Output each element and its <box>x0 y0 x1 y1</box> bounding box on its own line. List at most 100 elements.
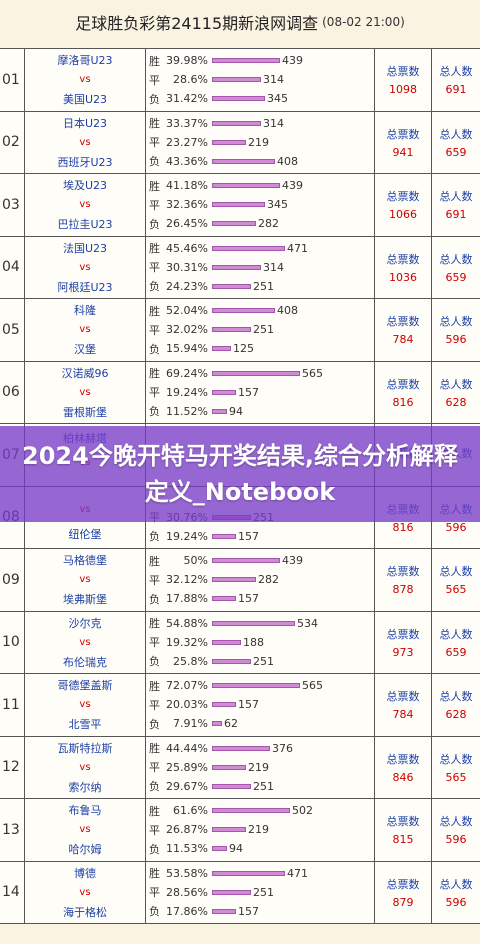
home-team-link[interactable]: 日本U23 <box>62 116 108 130</box>
loss-bar <box>212 283 251 289</box>
win-count: 439 <box>282 179 303 193</box>
away-team-link[interactable]: 北雪平 <box>68 718 102 732</box>
win-label: 胜 <box>149 742 160 756</box>
stat-draw: 平 19.24% 157 <box>149 383 374 401</box>
stat-win: 胜 53.58% 471 <box>149 864 374 882</box>
match-row: 12 瓦斯特拉斯 vs 索尔纳 胜 44.44% 376 平 25.89% 219 负 29.67% 2… <box>0 736 480 799</box>
win-percent: 72.07% <box>166 679 208 693</box>
match-row: 11 哥德堡盖斯 vs 北雪平 胜 72.07% 565 平 20.03% 157 负 7.91% 62… <box>0 674 480 737</box>
stat-loss: 负 24.23% 251 <box>149 277 374 295</box>
draw-percent: 19.24% <box>166 385 208 399</box>
home-team-link[interactable]: 埃及U23 <box>62 179 108 193</box>
total-votes-label: 总票数 <box>386 65 420 79</box>
vote-stats: 胜 61.6% 502 平 26.87% 219 负 11.53% 94 <box>146 799 375 861</box>
loss-percent: 11.53% <box>166 842 208 856</box>
vs-label: vs <box>79 324 91 336</box>
loss-bar <box>212 596 236 602</box>
home-team-link[interactable]: 汉诺威96 <box>61 366 109 380</box>
away-team-link[interactable]: 海于格松 <box>63 905 107 919</box>
stat-loss: 负 26.45% 282 <box>149 215 374 233</box>
home-team-link[interactable]: 摩洛哥U23 <box>57 54 113 68</box>
away-team-link[interactable]: 美国U23 <box>62 93 108 107</box>
vote-stats: 胜 41.18% 439 平 32.36% 345 负 26.45% 282 <box>146 174 375 236</box>
loss-bar <box>212 846 227 852</box>
vs-label: vs <box>79 199 91 211</box>
win-bar <box>212 870 285 876</box>
loss-label: 负 <box>149 780 160 794</box>
total-people-value: 596 <box>445 895 467 909</box>
away-team-link[interactable]: 哈尔姆 <box>68 843 102 857</box>
loss-count: 157 <box>238 904 259 918</box>
total-votes-label: 总票数 <box>386 252 420 266</box>
win-label: 胜 <box>149 242 160 256</box>
vs-label: vs <box>79 636 91 648</box>
home-team-link[interactable]: 瓦斯特拉斯 <box>57 741 113 755</box>
win-count: 439 <box>282 54 303 68</box>
total-people-label: 总人数 <box>439 627 473 641</box>
vs-label: vs <box>79 824 91 836</box>
home-team-link[interactable]: 马格德堡 <box>63 554 107 568</box>
loss-bar <box>212 158 275 164</box>
loss-count: 345 <box>267 92 288 106</box>
home-team-link[interactable]: 科隆 <box>74 304 96 318</box>
loss-bar <box>212 96 265 102</box>
win-bar <box>212 745 270 751</box>
away-team-link[interactable]: 索尔纳 <box>68 780 102 794</box>
home-team-link[interactable]: 博德 <box>74 866 96 880</box>
loss-label: 负 <box>149 905 160 919</box>
win-bar <box>212 370 300 376</box>
loss-count: 251 <box>253 654 274 668</box>
total-votes: 总票数 1036 <box>375 236 432 298</box>
total-votes-label: 总票数 <box>386 877 420 891</box>
match-teams: 马格德堡 vs 埃弗斯堡 <box>25 549 146 611</box>
away-team-link[interactable]: 雷根斯堡 <box>63 405 107 419</box>
draw-count: 219 <box>248 760 269 774</box>
total-people: 总人数 628 <box>432 674 480 736</box>
total-people-label: 总人数 <box>439 190 473 204</box>
total-votes-label: 总票数 <box>386 627 420 641</box>
loss-percent: 26.45% <box>166 217 208 231</box>
win-label: 胜 <box>149 304 160 318</box>
stat-loss: 负 19.24% 157 <box>149 527 374 545</box>
match-number: 13 <box>0 799 25 861</box>
stat-draw: 平 32.02% 251 <box>149 321 374 339</box>
away-team-link[interactable]: 汉堡 <box>74 343 96 357</box>
home-team-link[interactable]: 沙尔克 <box>68 616 102 630</box>
stat-win: 胜 50% 439 <box>149 552 374 570</box>
loss-percent: 25.8% <box>173 654 208 668</box>
match-row: 01 摩洛哥U23 vs 美国U23 胜 39.98% 439 平 28.6% 314 负 31.42… <box>0 49 480 112</box>
stat-loss: 负 29.67% 251 <box>149 777 374 795</box>
draw-bar <box>212 77 261 83</box>
away-team-link[interactable]: 埃弗斯堡 <box>63 593 107 607</box>
stat-draw: 平 25.89% 219 <box>149 758 374 776</box>
away-team-link[interactable]: 西班牙U23 <box>57 155 113 169</box>
away-team-link[interactable]: 纽伦堡 <box>68 528 102 542</box>
home-team-link[interactable]: 法国U23 <box>62 241 108 255</box>
home-team-link[interactable]: 哥德堡盖斯 <box>57 679 113 693</box>
home-team-link[interactable]: 布鲁马 <box>68 804 102 818</box>
vs-label: vs <box>79 74 91 86</box>
total-people: 总人数 565 <box>432 549 480 611</box>
win-count: 471 <box>287 241 308 255</box>
total-people-label: 总人数 <box>439 252 473 266</box>
away-team-link[interactable]: 阿根廷U23 <box>57 280 113 294</box>
win-count: 471 <box>287 866 308 880</box>
win-count: 408 <box>277 304 298 318</box>
stat-win: 胜 44.44% 376 <box>149 739 374 757</box>
total-votes: 总票数 784 <box>375 299 432 361</box>
win-bar <box>212 620 295 626</box>
total-votes-label: 总票数 <box>386 690 420 704</box>
draw-bar <box>212 389 236 395</box>
away-team-link[interactable]: 巴拉圭U23 <box>57 218 113 232</box>
draw-count: 219 <box>248 823 269 837</box>
total-people: 总人数 659 <box>432 112 480 174</box>
vs-label: vs <box>79 574 91 586</box>
win-label: 胜 <box>149 54 160 68</box>
total-votes-value: 973 <box>392 645 414 659</box>
total-votes-label: 总票数 <box>386 815 420 829</box>
total-votes-value: 784 <box>392 708 414 722</box>
away-team-link[interactable]: 布伦瑞克 <box>63 655 107 669</box>
total-people: 总人数 628 <box>432 362 480 424</box>
match-teams: 科隆 vs 汉堡 <box>25 299 146 361</box>
loss-label: 负 <box>149 717 160 731</box>
